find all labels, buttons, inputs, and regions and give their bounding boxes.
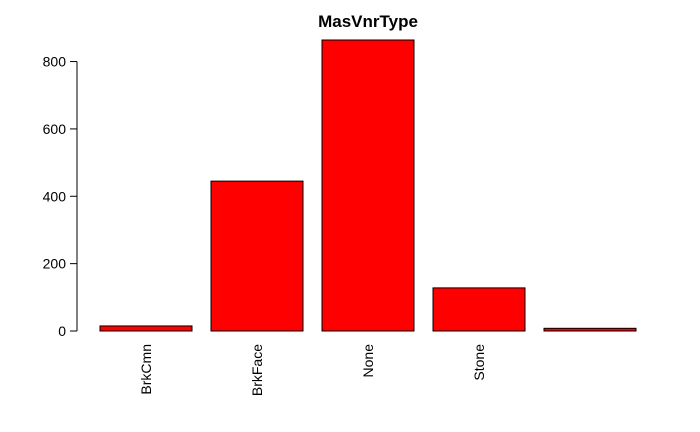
y-tick-label: 0 <box>58 323 66 339</box>
x-axis-labels: BrkCmn BrkFace None Stone <box>138 344 487 396</box>
bar <box>432 287 526 332</box>
bars-group <box>99 39 637 332</box>
x-category-label: Stone <box>471 344 487 381</box>
bar <box>210 180 304 332</box>
x-category-label: BrkFace <box>249 344 265 396</box>
y-axis: 0 200 400 600 800 <box>43 54 78 339</box>
y-tick-label: 400 <box>43 188 67 204</box>
chart-title: MasVnrType <box>318 12 418 31</box>
y-tick-label: 200 <box>43 256 67 272</box>
bar <box>543 327 637 332</box>
x-category-label: None <box>360 344 376 378</box>
y-tick-label: 800 <box>43 54 67 70</box>
bar <box>99 325 193 332</box>
bar <box>321 39 415 332</box>
y-tick-label: 600 <box>43 121 67 137</box>
x-category-label: BrkCmn <box>138 344 154 395</box>
